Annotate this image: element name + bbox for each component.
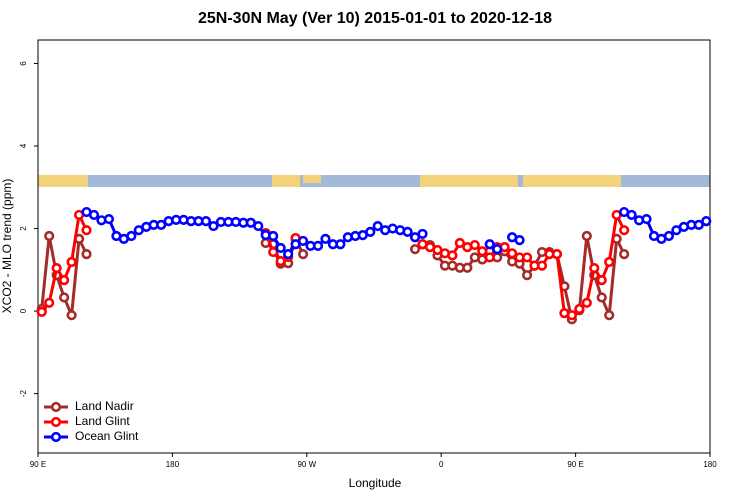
y-tick-label: 6 — [19, 61, 28, 66]
point — [200, 216, 212, 227]
point — [297, 249, 309, 260]
point — [484, 252, 495, 263]
point — [536, 260, 548, 271]
point — [551, 249, 563, 260]
x-tick-label: 180 — [703, 460, 717, 469]
point — [417, 228, 428, 240]
point — [619, 249, 630, 260]
point — [402, 226, 413, 237]
legend-marker — [50, 416, 62, 428]
point — [507, 248, 518, 259]
point — [604, 256, 615, 268]
chart-title: 25N-30N May (Ver 10) 2015-01-01 to 2020-… — [198, 10, 552, 27]
point — [365, 226, 376, 237]
legend-label: Ocean Glint — [75, 429, 139, 443]
point — [59, 292, 70, 303]
point — [156, 219, 167, 230]
plot-frame — [37, 39, 711, 454]
point — [492, 244, 503, 255]
x-tick-label: 0 — [439, 460, 444, 469]
point — [320, 233, 331, 244]
point — [208, 220, 219, 232]
point — [574, 303, 585, 315]
point — [596, 275, 607, 286]
point — [283, 249, 294, 260]
point — [454, 237, 465, 249]
y-tick-label: -2 — [19, 389, 28, 397]
point — [521, 252, 533, 263]
point — [59, 275, 70, 286]
point — [589, 263, 600, 274]
point — [596, 292, 607, 303]
point — [103, 213, 115, 225]
legend-marker — [50, 431, 62, 443]
x-tick-label: 90 E — [567, 460, 583, 469]
point — [51, 263, 62, 274]
point — [581, 230, 592, 242]
point — [693, 219, 704, 230]
point — [268, 230, 279, 242]
point — [372, 220, 383, 232]
point — [409, 244, 421, 255]
point — [663, 230, 675, 242]
point — [36, 306, 47, 317]
point — [312, 240, 324, 251]
point — [604, 310, 615, 321]
point — [566, 310, 577, 321]
point — [275, 256, 286, 267]
point — [81, 225, 92, 236]
legend-label: Land Nadir — [75, 399, 134, 413]
point — [477, 246, 488, 257]
point — [66, 310, 77, 321]
point — [701, 216, 712, 227]
point — [619, 225, 630, 236]
point — [297, 235, 309, 247]
point — [88, 209, 100, 221]
point — [469, 239, 480, 251]
x-tick-label: 90 W — [297, 460, 316, 469]
point — [253, 220, 264, 232]
point — [581, 297, 592, 308]
y-tick-label: 2 — [19, 226, 28, 231]
point — [44, 297, 55, 308]
point — [81, 249, 92, 260]
legend-label: Land Glint — [75, 414, 130, 428]
point — [447, 250, 458, 261]
point — [626, 209, 637, 221]
x-tick-label: 180 — [166, 460, 180, 469]
point — [514, 235, 525, 246]
point — [268, 246, 279, 258]
legend-marker — [50, 401, 62, 413]
x-tick-label: 90 E — [30, 460, 46, 469]
y-tick-label: 4 — [19, 143, 28, 148]
point — [462, 262, 473, 273]
point — [641, 213, 652, 225]
x-axis-label: Longitude — [349, 476, 402, 490]
point — [44, 230, 55, 242]
point — [275, 242, 286, 254]
point — [66, 256, 77, 268]
y-tick-label: 0 — [19, 308, 28, 313]
y-axis-label: XCO2 - MLO trend (ppm) — [0, 179, 14, 314]
map-strip — [38, 175, 710, 187]
point — [484, 239, 495, 250]
point — [126, 230, 137, 242]
point — [335, 239, 346, 250]
point — [521, 270, 533, 281]
